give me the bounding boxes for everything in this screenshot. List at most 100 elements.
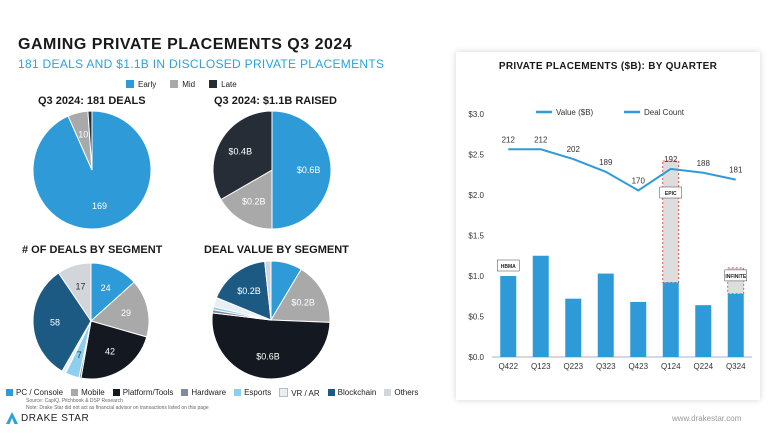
- bar-q324: [727, 293, 744, 357]
- pie-slice-mobile: [89, 281, 150, 338]
- pie-data-label: 17: [75, 282, 85, 292]
- segment-legend-item: Blockchain: [327, 388, 376, 398]
- drake-star-logo-icon: [6, 412, 18, 424]
- x-tick-label: Q323: [596, 362, 616, 371]
- pie-slice-early: [271, 110, 332, 230]
- x-tick-label: Q123: [531, 362, 551, 371]
- segment-swatch: [6, 389, 13, 396]
- segment-value-pie-chart: $0.2B $0.6B $0.2B: [211, 260, 331, 380]
- pie-title-segment-deals: # OF DEALS BY SEGMENT: [22, 244, 163, 256]
- late-swatch: [209, 80, 218, 88]
- company-logo-label: EPIC: [665, 191, 677, 197]
- company-logo-label: HBMA: [501, 264, 516, 270]
- bar-q124: [662, 282, 679, 357]
- bar-q422: [500, 276, 517, 357]
- stage-legend: Early Mid Late: [126, 80, 237, 89]
- pie-data-label: $0.4B: [229, 147, 253, 157]
- page-subtitle: 181 DEALS AND $1.1B IN DISCLOSED PRIVATE…: [18, 57, 385, 71]
- pie-data-label: 10: [78, 129, 88, 139]
- y-tick-label: $1.5: [468, 232, 484, 241]
- company-logo-icon: [497, 259, 520, 272]
- bar-q323: [597, 273, 614, 357]
- x-tick-label: Q223: [563, 362, 583, 371]
- stage-legend-mid: Mid: [170, 80, 195, 89]
- deal-count-label: 212: [534, 135, 548, 144]
- bar-q123: [532, 255, 549, 357]
- y-tick-label: $0.0: [468, 353, 484, 362]
- pie-title-raised: Q3 2024: $1.1B RAISED: [214, 95, 337, 107]
- deal-count-line: [508, 148, 736, 192]
- mid-swatch: [170, 80, 179, 88]
- pie-title-segment-value: DEAL VALUE BY SEGMENT: [204, 244, 349, 256]
- bar-q223: [565, 298, 582, 357]
- chart-legend-label: Value ($B): [556, 108, 594, 117]
- y-tick-label: $2.5: [468, 151, 484, 160]
- segment-swatch: [234, 389, 242, 396]
- x-tick-label: Q324: [726, 362, 746, 371]
- source-note: Source: CapIQ, Pitchbook & DSP Research …: [26, 398, 209, 411]
- pie-data-label: 7: [77, 350, 82, 360]
- stage-legend-late: Late: [209, 80, 237, 89]
- pie-data-label: $0.6B: [256, 351, 280, 361]
- x-tick-label: Q423: [628, 362, 648, 371]
- quarterly-bar-chart: $0.0 $0.5 $1.0 $1.5 $2.0 $2.5 $3.0 Q422 Q123 Q223…: [468, 108, 752, 371]
- page-title: GAMING PRIVATE PLACEMENTS Q3 2024: [18, 36, 353, 53]
- pie-slice-blockchain: [32, 272, 92, 372]
- pie-title-deals: Q3 2024: 181 DEALS: [38, 95, 146, 107]
- pie-slice-platform-tools: [211, 312, 331, 380]
- pie-slice-late: [87, 110, 93, 171]
- pie-slice-late: [212, 110, 273, 201]
- pie-slice-others: [264, 260, 272, 321]
- y-tick-label: $0.5: [468, 313, 484, 322]
- segment-swatch: [181, 389, 189, 396]
- segment-legend-item: Hardware: [181, 388, 226, 398]
- company-logo-icon: [659, 186, 682, 199]
- x-tick-label: Q124: [661, 362, 681, 371]
- deal-count-label: 170: [632, 176, 646, 185]
- website-link[interactable]: www.drakestar.com: [672, 414, 742, 423]
- segment-legend-item: Mobile: [71, 388, 105, 398]
- y-tick-label: $2.0: [468, 191, 484, 200]
- deal-count-label: 192: [664, 155, 678, 164]
- bar-q423: [630, 301, 647, 357]
- segment-legend-item: PC / Console: [6, 388, 63, 398]
- segment-legend-item: Platform/Tools: [112, 388, 173, 398]
- x-tick-label: Q224: [693, 362, 713, 371]
- segment-deals-pie-chart: 24 29 42 7 58 17: [32, 262, 150, 380]
- chart-legend-label: Deal Count: [644, 108, 685, 117]
- pie-slice-mobile: [270, 268, 331, 323]
- pie-data-label: $0.2B: [237, 286, 261, 296]
- segment-swatch: [279, 388, 289, 397]
- pie-data-label: 29: [121, 308, 131, 318]
- early-swatch: [126, 80, 134, 88]
- deal-count-label: 212: [502, 135, 516, 144]
- stage-legend-early: Early: [126, 80, 156, 89]
- highlight-deal-box: [662, 160, 680, 283]
- raised-pie-chart: $0.6B $0.2B $0.4B: [212, 110, 332, 230]
- deal-count-label: 188: [697, 159, 711, 168]
- pie-slice-early: [32, 110, 152, 230]
- pie-data-label: 169: [92, 201, 107, 211]
- segment-legend-item: Esports: [234, 388, 271, 398]
- pie-data-label: $0.2B: [242, 197, 266, 207]
- y-tick-label: $3.0: [468, 110, 484, 119]
- segment-legend-item: Others: [384, 388, 418, 398]
- deals-pie-chart: 169 10: [32, 110, 152, 230]
- company-logo-icon: [724, 269, 747, 282]
- deal-count-label: 189: [599, 158, 613, 167]
- pie-data-label: 24: [101, 283, 111, 293]
- pie-data-label: $0.6B: [297, 165, 321, 175]
- pie-slice-others: [57, 262, 92, 323]
- segment-swatch: [327, 389, 335, 396]
- bar-q224: [695, 305, 712, 357]
- pie-slice-blockchain: [215, 260, 272, 321]
- segment-swatch: [384, 389, 392, 396]
- segment-swatch: [71, 389, 79, 396]
- pie-data-label: 58: [50, 317, 60, 327]
- x-tick-label: Q422: [498, 362, 518, 371]
- brand-logo: DRAKE STAR: [6, 412, 89, 424]
- company-logo-label: INFINITE: [725, 274, 746, 280]
- segment-legend: PC / Console Mobile Platform/Tools Hardware…: [6, 388, 418, 398]
- pie-slice-mid: [220, 169, 273, 230]
- quarterly-chart-title: PRIVATE PLACEMENTS ($B): BY QUARTER: [498, 61, 718, 72]
